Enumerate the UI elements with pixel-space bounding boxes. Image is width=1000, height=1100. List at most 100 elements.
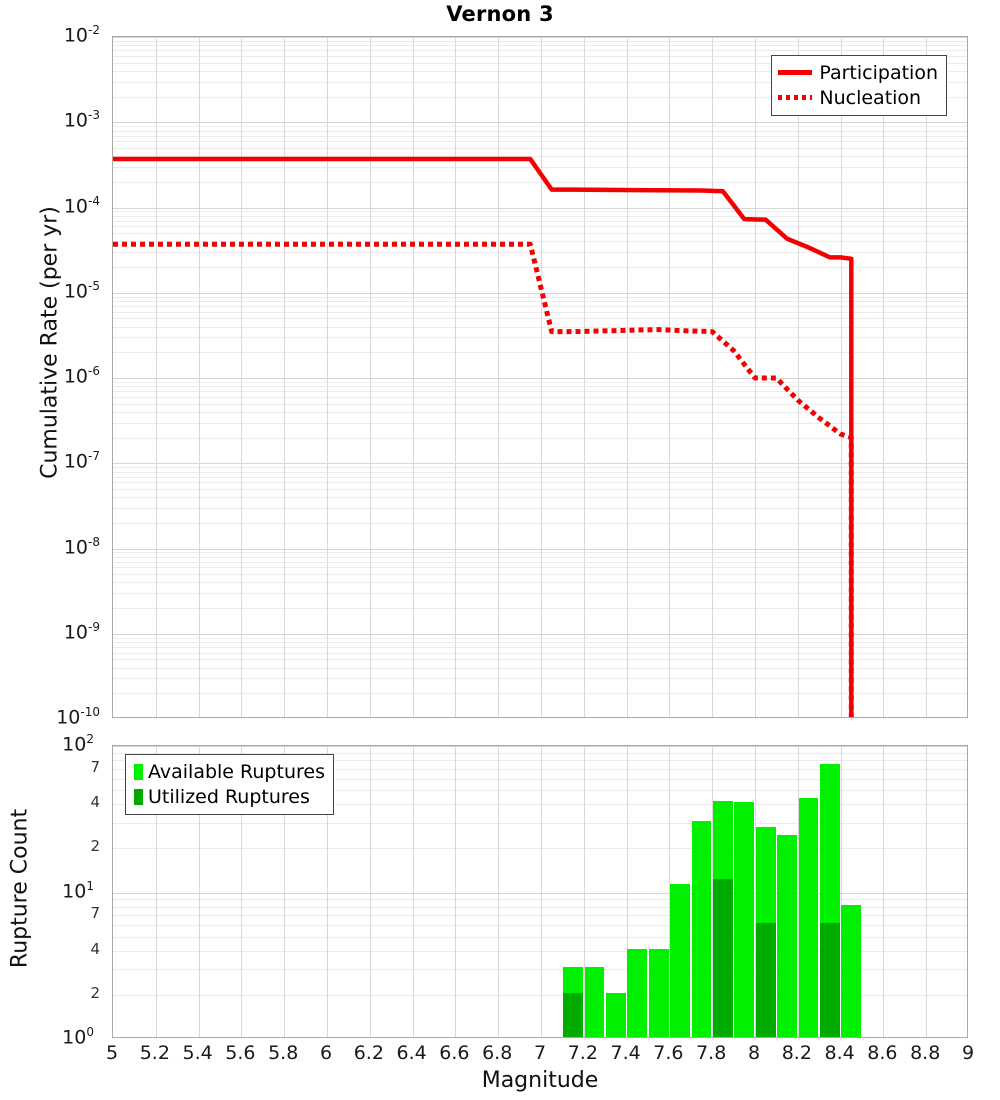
- minor-gridline: [113, 252, 967, 254]
- x-tick-label: 8.8: [910, 1042, 941, 1064]
- minor-gridline: [113, 647, 967, 648]
- y-tick-label: 10-7: [63, 449, 100, 473]
- minor-gridline: [113, 950, 967, 952]
- bar-available-ruptures: [627, 948, 648, 1037]
- y-tick-label: 10-5: [63, 278, 100, 303]
- minor-gridline: [113, 969, 967, 971]
- minor-gridline: [113, 574, 967, 576]
- legend-label-participation: Participation: [819, 61, 938, 84]
- x-tick-label: 7.2: [567, 1042, 598, 1064]
- x-tick-label: 8: [747, 1042, 761, 1064]
- vertical-gridline: [583, 746, 585, 1037]
- minor-gridline: [113, 488, 967, 490]
- minor-gridline: [113, 693, 967, 695]
- y-tick-label: 10-4: [63, 193, 100, 217]
- top-plot-curves: [113, 156, 854, 717]
- minor-gridline: [113, 471, 967, 473]
- minor-gridline: [113, 306, 967, 307]
- minor-gridline: [113, 556, 967, 558]
- minor-gridline: [113, 507, 967, 509]
- x-tick-label: 8.4: [824, 1042, 855, 1064]
- y-minor-tick-label: 7: [90, 757, 100, 776]
- major-gridline: [113, 633, 967, 635]
- minor-gridline: [113, 233, 967, 235]
- major-gridline: [113, 37, 967, 38]
- vertical-gridline: [926, 37, 928, 717]
- minor-gridline: [113, 391, 967, 393]
- bar-available-ruptures: [734, 802, 755, 1037]
- vertical-gridline: [498, 37, 500, 717]
- available-ruptures-swatch-icon: [134, 763, 143, 780]
- y-tick-label: 10-2: [63, 23, 100, 47]
- minor-gridline: [113, 326, 967, 328]
- vertical-gridline: [755, 746, 756, 1037]
- minor-gridline: [113, 220, 967, 222]
- minor-gridline: [113, 301, 967, 302]
- vertical-gridline: [797, 37, 799, 717]
- y-tick-label: 10-6: [63, 364, 100, 388]
- minor-gridline: [113, 386, 967, 388]
- minor-gridline: [113, 166, 967, 168]
- legend-item-nucleation[interactable]: Nucleation: [778, 85, 938, 110]
- minor-gridline: [113, 822, 967, 824]
- vertical-gridline: [797, 746, 799, 1037]
- bar-available-ruptures: [648, 948, 669, 1037]
- minor-gridline: [113, 899, 967, 901]
- vertical-gridline: [369, 746, 371, 1037]
- minor-gridline: [113, 652, 967, 654]
- top-plot-gridlines: [113, 37, 967, 717]
- vertical-gridline: [327, 37, 328, 717]
- x-tick-label: 8.2: [781, 1042, 812, 1064]
- top-plot-y-ticks: 10-2 10-3 10-4 10-5 10-6 10-7 10-8 10-9 10-10: [0, 23, 108, 728]
- minor-gridline: [113, 915, 967, 917]
- x-tick-label: 5.2: [139, 1042, 170, 1064]
- minor-gridline: [113, 81, 967, 83]
- y-tick-label: 10-9: [63, 619, 100, 644]
- solid-line-icon: [778, 70, 813, 75]
- minor-gridline: [113, 561, 967, 563]
- minor-gridline: [113, 994, 967, 996]
- bar-available-ruptures: [606, 992, 626, 1037]
- vertical-gridline: [284, 746, 286, 1037]
- bottom-plot-y-axis-label: Rupture Count: [7, 808, 33, 969]
- major-gridline: [113, 746, 967, 747]
- minor-gridline: [113, 296, 967, 298]
- vertical-gridline: [712, 37, 714, 717]
- minor-gridline: [113, 267, 967, 269]
- curve-nucleation: [113, 241, 854, 717]
- x-tick-label: 6.8: [482, 1042, 513, 1064]
- x-tick-label: 5.6: [225, 1042, 256, 1064]
- x-tick-label: 9: [961, 1042, 975, 1064]
- legend-item-utilized-ruptures[interactable]: Utilized Ruptures: [132, 784, 325, 809]
- vertical-gridline: [626, 746, 628, 1037]
- vertical-gridline: [241, 37, 243, 717]
- legend-label-nucleation: Nucleation: [819, 86, 922, 109]
- vertical-gridline: [498, 746, 500, 1037]
- major-gridline: [113, 122, 967, 124]
- bar-available-ruptures: [841, 904, 862, 1037]
- rupture-count-plot: Available Ruptures Utilized Ruptures: [112, 745, 968, 1038]
- bar-available-ruptures: [777, 834, 797, 1037]
- minor-gridline: [113, 62, 967, 64]
- minor-gridline: [113, 352, 967, 354]
- vertical-gridline: [327, 746, 328, 1037]
- y-tick-label: 100: [62, 1025, 94, 1049]
- bar-utilized-ruptures: [820, 923, 840, 1037]
- legend-item-available-ruptures[interactable]: Available Ruptures: [132, 759, 325, 784]
- minor-gridline: [113, 437, 967, 439]
- minor-gridline: [113, 226, 967, 228]
- legend-item-participation[interactable]: Participation: [778, 60, 938, 85]
- minor-gridline: [113, 476, 967, 478]
- minor-gridline: [113, 381, 967, 383]
- y-tick-label: 10-10: [56, 705, 100, 729]
- minor-gridline: [113, 181, 967, 183]
- minor-gridline: [113, 659, 967, 661]
- minor-gridline: [113, 482, 967, 484]
- vertical-gridline: [583, 37, 585, 717]
- x-tick-label: 6.2: [353, 1042, 384, 1064]
- x-tick-label: 8.6: [867, 1042, 898, 1064]
- major-gridline: [113, 378, 967, 379]
- minor-gridline: [113, 936, 967, 938]
- minor-gridline: [113, 906, 967, 908]
- vertical-gridline: [412, 37, 414, 717]
